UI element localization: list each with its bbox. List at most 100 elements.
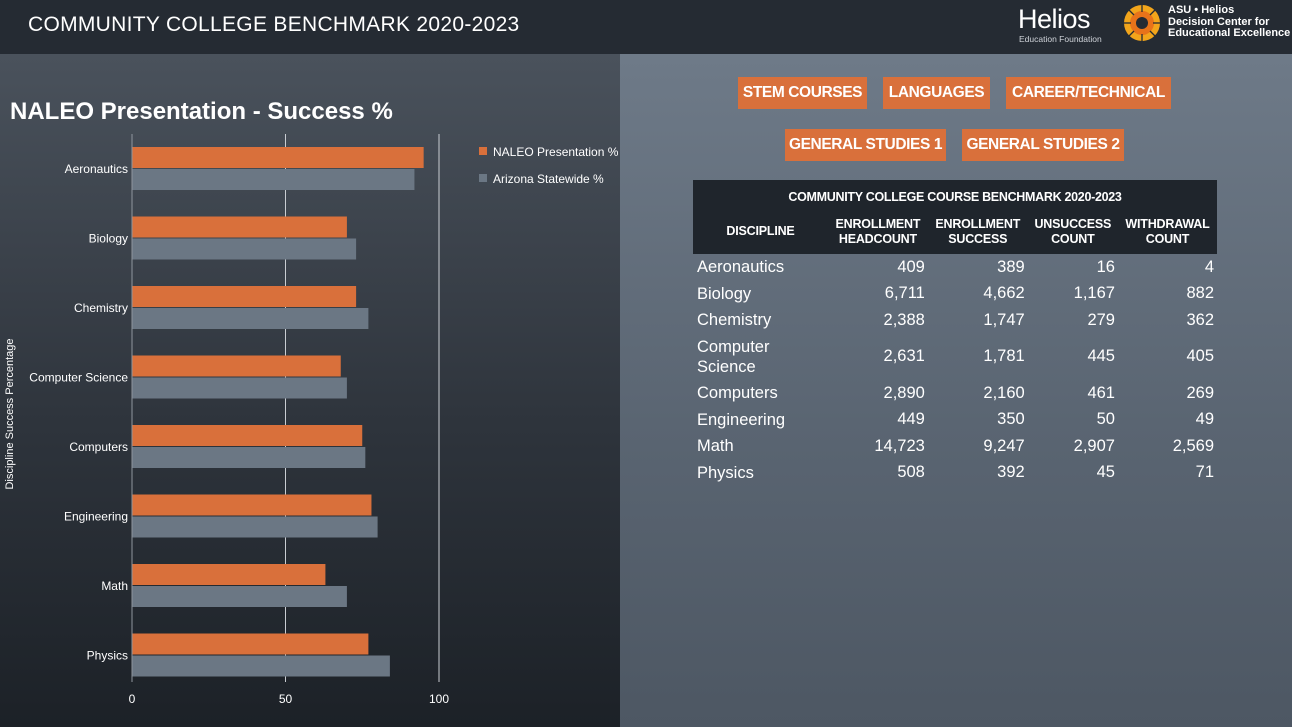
bar-naleo xyxy=(132,564,326,585)
table-row: Aeronautics 409 389 16 4 xyxy=(693,254,1217,281)
cell-success: 1,781 xyxy=(983,347,1025,366)
cell-success: 2,160 xyxy=(983,383,1025,402)
bar-statewide xyxy=(132,516,378,538)
benchmark-panel: STEM COURSES LANGUAGES CAREER/TECHNICAL … xyxy=(620,54,1292,727)
cell-discipline: Math xyxy=(697,437,734,456)
y-tick-label: Math xyxy=(101,579,128,593)
cell-withdrawal: 49 xyxy=(1195,410,1214,429)
column-header-withdrawal-count[interactable]: WITHDRAWAL COUNT xyxy=(1117,209,1217,254)
cell-success: 1,747 xyxy=(983,310,1025,329)
cell-withdrawal: 71 xyxy=(1195,463,1214,482)
cell-headcount: 2,890 xyxy=(883,383,925,402)
cell-headcount: 2,631 xyxy=(883,347,925,366)
column-header-discipline[interactable]: DISCIPLINE xyxy=(693,209,828,254)
tab-stem-courses[interactable]: STEM COURSES xyxy=(738,77,867,109)
cell-unsuccess: 2,907 xyxy=(1073,436,1115,455)
column-header-line: ENROLLMENT xyxy=(935,216,1021,231)
cell-headcount: 508 xyxy=(897,463,925,482)
x-tick-label: 0 xyxy=(129,692,136,706)
column-header-line: COUNT xyxy=(1051,231,1095,246)
cell-discipline: Biology xyxy=(697,284,752,303)
tab-career-technical[interactable]: CAREER/TECHNICAL xyxy=(1006,77,1171,109)
cell-unsuccess: 50 xyxy=(1096,410,1115,429)
tab-general-studies-2[interactable]: GENERAL STUDIES 2 xyxy=(962,129,1124,161)
y-tick-label: Aeronautics xyxy=(65,162,128,176)
bar-naleo xyxy=(132,216,347,238)
y-axis-title: Discipline Success Percentage xyxy=(4,338,16,489)
table-caption-row: COMMUNITY COLLEGE COURSE BENCHMARK 2020-… xyxy=(693,180,1217,209)
bar-naleo xyxy=(132,147,424,168)
y-tick-label: Engineering xyxy=(64,510,128,524)
cell-headcount: 6,711 xyxy=(884,284,925,303)
table-row: Computers 2,890 2,160 461 269 xyxy=(693,380,1217,407)
cell-withdrawal: 2,569 xyxy=(1172,436,1214,455)
bar-statewide xyxy=(132,586,347,607)
cell-success: 389 xyxy=(997,257,1025,276)
y-tick-label: Chemistry xyxy=(74,301,128,315)
bar-naleo xyxy=(132,355,341,377)
table-row: Computer Science 2,631 1,781 445 405 xyxy=(693,334,1217,380)
cell-discipline: Computers xyxy=(697,384,778,403)
bar-naleo xyxy=(132,494,372,516)
bar-naleo xyxy=(132,425,363,446)
bar-naleo xyxy=(132,286,357,307)
column-header-line: COUNT xyxy=(1145,231,1190,246)
asu-logo-text: ASU • Helios Decision Center for Educati… xyxy=(1168,4,1290,40)
bar-statewide xyxy=(132,377,347,399)
tab-general-studies-1[interactable]: GENERAL STUDIES 1 xyxy=(785,129,946,161)
cell-headcount: 2,388 xyxy=(883,310,925,329)
cell-discipline: Physics xyxy=(697,463,754,482)
cell-withdrawal: 269 xyxy=(1186,383,1214,402)
cell-unsuccess: 1,167 xyxy=(1073,284,1115,303)
x-tick-label: 100 xyxy=(429,692,449,706)
cell-withdrawal: 882 xyxy=(1186,284,1214,303)
chart-title: NALEO Presentation - Success % xyxy=(10,98,393,125)
helios-logo-word: Helios xyxy=(1018,4,1091,34)
table-header-row: DISCIPLINE ENROLLMENT HEADCOUNT ENROLLME… xyxy=(693,209,1217,254)
benchmark-table: COMMUNITY COLLEGE COURSE BENCHMARK 2020-… xyxy=(693,180,1217,486)
bar-statewide xyxy=(132,308,369,329)
asu-logo-line: Decision Center for xyxy=(1168,15,1270,28)
y-tick-label: Biology xyxy=(89,232,128,246)
x-tick-label: 50 xyxy=(279,692,293,706)
bar-statewide xyxy=(132,169,415,190)
bar-statewide xyxy=(132,447,366,468)
legend-swatch xyxy=(479,147,487,155)
table-row: Physics 508 392 45 71 xyxy=(693,460,1217,487)
app-title: COMMUNITY COLLEGE BENCHMARK 2020-2023 xyxy=(28,13,520,36)
column-header-line: HEADCOUNT xyxy=(838,231,917,246)
cell-success: 9,247 xyxy=(983,436,1025,455)
cell-unsuccess: 279 xyxy=(1087,310,1115,329)
column-header-enrollment-success[interactable]: ENROLLMENT SUCCESS xyxy=(927,209,1028,254)
y-tick-label: Physics xyxy=(87,649,128,663)
helios-logo: Helios Education Foundation xyxy=(1016,4,1112,50)
cell-discipline: Computer Science xyxy=(697,337,770,376)
column-header-line: UNSUCCESS xyxy=(1034,216,1112,231)
asu-helios-logo: ASU • Helios Decision Center for Educati… xyxy=(1122,3,1292,49)
bar-naleo xyxy=(132,633,369,655)
cell-success: 4,662 xyxy=(983,284,1025,303)
column-header-enrollment-headcount[interactable]: ENROLLMENT HEADCOUNT xyxy=(828,209,928,254)
column-header-line: SUCCESS xyxy=(948,231,1008,246)
cell-discipline: Engineering xyxy=(697,410,786,429)
cell-headcount: 449 xyxy=(897,410,925,429)
top-bar: COMMUNITY COLLEGE BENCHMARK 2020-2023 He… xyxy=(0,0,1292,54)
table-row: Biology 6,711 4,662 1,167 882 xyxy=(693,281,1217,308)
column-header-unsuccess-count[interactable]: UNSUCCESS COUNT xyxy=(1027,209,1118,254)
cell-unsuccess: 445 xyxy=(1087,347,1115,366)
tab-languages[interactable]: LANGUAGES xyxy=(883,77,990,109)
cell-unsuccess: 461 xyxy=(1087,383,1115,402)
chart-panel: Aeronautics Biology Chemistry Computer Scie… xyxy=(0,54,620,727)
cell-success: 392 xyxy=(997,463,1025,482)
cell-headcount: 409 xyxy=(897,257,925,276)
cell-withdrawal: 405 xyxy=(1186,347,1214,366)
y-tick-label: Computer Science xyxy=(29,371,128,385)
y-tick-label: Computers xyxy=(69,440,128,454)
sunburst-icon xyxy=(1124,5,1160,41)
bar-statewide xyxy=(132,238,357,260)
cell-discipline: Chemistry xyxy=(697,311,772,330)
legend-swatch xyxy=(479,174,487,182)
cell-success: 350 xyxy=(997,410,1025,429)
asu-logo-line: ASU • Helios xyxy=(1168,4,1235,16)
legend-label: Arizona Statewide % xyxy=(493,172,604,186)
